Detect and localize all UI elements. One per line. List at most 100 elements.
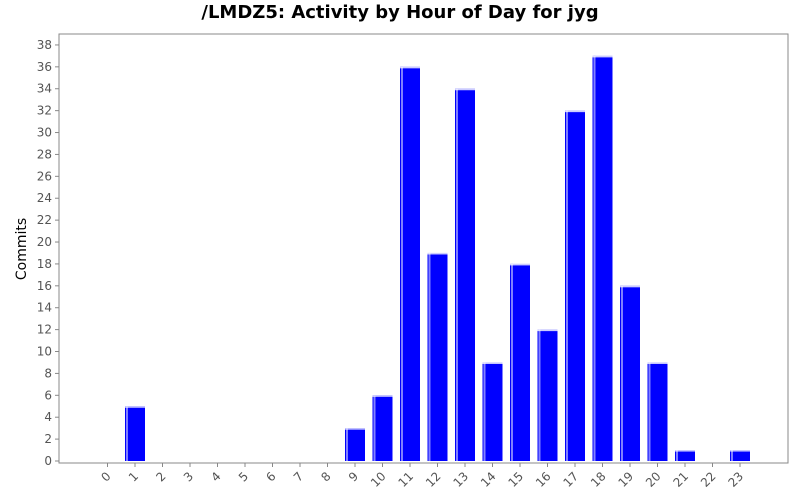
x-tick-label: 8: [318, 469, 333, 484]
x-tick-label: 3: [181, 469, 196, 484]
plot-area: [58, 33, 789, 464]
x-tick-label: 19: [615, 469, 636, 490]
bar-hour-13: [455, 88, 475, 461]
bar: [482, 362, 503, 461]
y-tick-label: 38: [37, 38, 52, 52]
x-tick-label: 10: [368, 469, 389, 490]
y-tick-label: 10: [37, 345, 52, 359]
bar-top-edge: [620, 285, 640, 288]
bar-highlight: [538, 329, 541, 461]
y-tick-label: 22: [37, 213, 52, 227]
bar-top-edge: [427, 252, 448, 255]
bar-highlight: [346, 428, 348, 461]
x-tick-label: 2: [153, 469, 168, 484]
y-tick-label: 24: [37, 191, 52, 205]
x-tick-label: 23: [725, 469, 746, 490]
bar-hour-12: [427, 252, 448, 461]
x-tick-label: 17: [560, 469, 581, 490]
bar-hour-17: [565, 110, 585, 462]
bar-highlight: [648, 362, 651, 461]
bar: [455, 88, 475, 461]
bar-top-edge: [510, 263, 530, 266]
bar-hour-14: [482, 362, 503, 461]
bar: [345, 428, 365, 461]
bar: [372, 395, 393, 461]
bar-hour-15: [510, 263, 530, 461]
bar-highlight: [456, 88, 458, 461]
bar: [647, 362, 668, 461]
bar-highlight: [566, 110, 568, 462]
x-tick-label: 1: [126, 469, 141, 484]
bar-highlight: [731, 450, 733, 461]
bar-top-edge: [345, 428, 365, 430]
y-tick-label: 6: [44, 388, 52, 402]
y-tick-label: 18: [37, 257, 52, 271]
bar-top-edge: [455, 88, 475, 91]
bar-hour-10: [372, 395, 393, 461]
x-tick-label: 6: [263, 469, 278, 484]
bar: [565, 110, 585, 462]
bar-top-edge: [125, 406, 145, 408]
bar-highlight: [483, 362, 486, 461]
y-tick-label: 0: [44, 454, 52, 468]
bar-top-edge: [647, 362, 668, 364]
bar-highlight: [126, 406, 128, 461]
bar-top-edge: [482, 362, 503, 364]
bar-hour-18: [592, 55, 613, 462]
bar-hour-23: [730, 450, 750, 461]
bar-highlight: [676, 450, 678, 461]
bar-hour-20: [647, 362, 668, 461]
bar-highlight: [373, 395, 376, 461]
bar-top-edge: [592, 55, 613, 58]
bar: [675, 450, 695, 461]
x-tick-label: 0: [98, 469, 113, 484]
bar-top-edge: [675, 450, 695, 452]
bar-hour-9: [345, 428, 365, 461]
y-tick-label: 2: [44, 432, 52, 446]
bar-top-edge: [537, 329, 558, 332]
chart-title: /LMDZ5: Activity by Hour of Day for jyg: [201, 2, 599, 23]
y-tick-label: 36: [37, 60, 52, 74]
bar-highlight: [428, 252, 431, 461]
bars: [125, 55, 750, 462]
y-tick-label: 28: [37, 147, 52, 161]
bar-highlight: [621, 285, 623, 461]
x-tick-label: 20: [643, 469, 664, 490]
x-tick-label: 7: [291, 469, 306, 484]
y-tick-label: 16: [37, 279, 52, 293]
y-tick-label: 26: [37, 169, 52, 183]
x-tick-label: 21: [670, 469, 691, 490]
bar-top-edge: [400, 66, 420, 69]
bar: [592, 55, 613, 462]
x-tick-label: 15: [505, 469, 526, 490]
x-tick-label: 5: [236, 469, 251, 484]
bar-hour-1: [125, 406, 145, 461]
bar-top-edge: [730, 450, 750, 452]
bar-top-edge: [372, 395, 393, 397]
bar-hour-11: [400, 66, 420, 461]
y-axis-label: Commits: [14, 218, 30, 280]
bar: [537, 329, 558, 461]
bar-hour-16: [537, 329, 558, 461]
bar-hour-19: [620, 285, 640, 461]
x-axis: 0 1 2 3 4 5 6 7 8 9 10 11 12 13 14 15 16 17 18 19 20 21 22 23: [98, 463, 746, 490]
bar: [620, 285, 640, 461]
y-tick-label: 32: [37, 104, 52, 118]
y-tick-label: 14: [37, 301, 52, 315]
bar: [427, 252, 448, 461]
x-tick-label: 11: [395, 469, 416, 490]
y-tick-label: 34: [37, 82, 52, 96]
x-tick-label: 9: [346, 469, 361, 484]
x-tick-label: 4: [208, 469, 223, 484]
x-tick-label: 18: [588, 469, 609, 490]
bar: [125, 406, 145, 461]
x-tick-label: 14: [478, 469, 499, 490]
bar-highlight: [401, 66, 403, 461]
x-tick-label: 12: [423, 469, 444, 490]
x-tick-label: 22: [698, 469, 719, 490]
y-tick-label: 20: [37, 235, 52, 249]
bar: [400, 66, 420, 461]
x-tick-label: 13: [450, 469, 471, 490]
